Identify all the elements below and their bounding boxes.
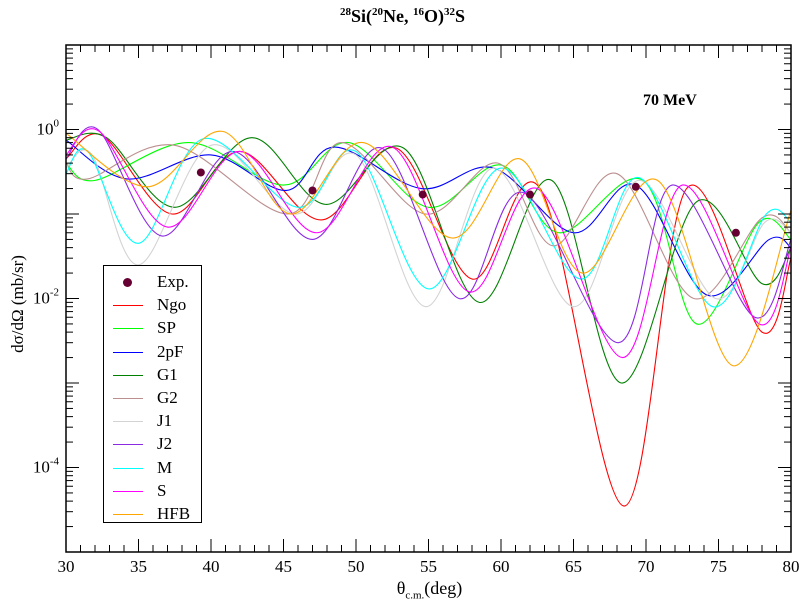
x-tick-label: 60	[493, 557, 510, 576]
exp-data-point	[196, 168, 205, 177]
legend-label: M	[157, 457, 173, 477]
x-tick-label: 70	[638, 557, 655, 576]
legend-swatch	[123, 278, 132, 287]
series-line-m	[66, 138, 791, 308]
exp-data-point	[731, 228, 740, 237]
legend-item-exp: Exp.	[104, 272, 201, 292]
legend-swatch	[113, 328, 143, 330]
exp-data-point	[418, 190, 427, 199]
legend-item-j2: J2	[104, 434, 201, 454]
x-tick-label: 80	[783, 557, 800, 576]
x-tick-label: 40	[203, 557, 220, 576]
series-group	[66, 126, 791, 507]
chart-title: 28Si(20Ne, 16O)32S	[339, 6, 466, 26]
legend-swatch	[113, 351, 143, 353]
legend-label: J2	[157, 434, 173, 454]
series-line-s	[66, 128, 791, 359]
legend-item-hfb: HFB	[104, 504, 201, 524]
exp-data-point	[308, 186, 317, 195]
x-tick-label: 50	[348, 557, 365, 576]
legend-swatch	[113, 421, 143, 423]
x-tick-label: 30	[58, 557, 75, 576]
x-axis-label: θc.m.(deg)	[396, 578, 463, 602]
x-tick-label: 75	[710, 557, 727, 576]
y-tick-label: 100	[37, 118, 60, 139]
series-line-g2	[66, 142, 791, 300]
legend-item-g1: G1	[104, 365, 201, 385]
series-line-sp	[66, 142, 791, 325]
series-line-j1	[66, 144, 791, 308]
legend-label: S	[157, 480, 167, 500]
legend-label: SP	[157, 318, 176, 338]
series-line-ngo	[66, 133, 791, 507]
legend-item-g2: G2	[104, 388, 201, 408]
legend-item-sp: SP	[104, 318, 201, 338]
x-tick-label: 35	[130, 557, 147, 576]
y-tick-label: 10-2	[33, 287, 59, 308]
series-line-hfb	[66, 130, 791, 367]
legend-item-j1: J1	[104, 411, 201, 431]
legend-item-2pf: 2pF	[104, 342, 201, 362]
legend-label: J1	[157, 411, 173, 431]
legend-item-s: S	[104, 481, 201, 501]
legend-item-m: M	[104, 458, 201, 478]
legend-swatch	[113, 398, 143, 399]
exp-data-point	[526, 190, 534, 199]
x-tick-label: 45	[275, 557, 292, 576]
legend-swatch	[113, 444, 143, 446]
y-tick-label: 10-4	[33, 456, 60, 477]
legend-swatch	[113, 467, 143, 469]
legend-swatch	[113, 305, 143, 307]
y-axis-label: dσ/dΩ (mb/sr)	[8, 255, 27, 353]
legend-swatch	[113, 374, 143, 376]
legend: Exp. Ngo SP 2pF G1 G2 J1 J2 M S HFB	[103, 265, 202, 523]
legend-label: Exp.	[157, 272, 189, 291]
exp-data-point	[631, 182, 640, 191]
x-tick-label: 55	[420, 557, 437, 576]
x-tick-label: 65	[565, 557, 582, 576]
legend-item-ngo: Ngo	[104, 295, 201, 315]
energy-annotation: 70 MeV	[643, 92, 697, 109]
legend-label: HFB	[157, 504, 191, 523]
legend-label: Ngo	[157, 295, 187, 315]
legend-label: G2	[157, 388, 178, 407]
legend-swatch	[113, 490, 143, 492]
legend-swatch	[113, 514, 143, 515]
series-line-j2	[66, 126, 791, 344]
legend-label: 2pF	[157, 341, 184, 361]
series-line-g1	[66, 132, 791, 384]
legend-label: G1	[157, 364, 178, 384]
